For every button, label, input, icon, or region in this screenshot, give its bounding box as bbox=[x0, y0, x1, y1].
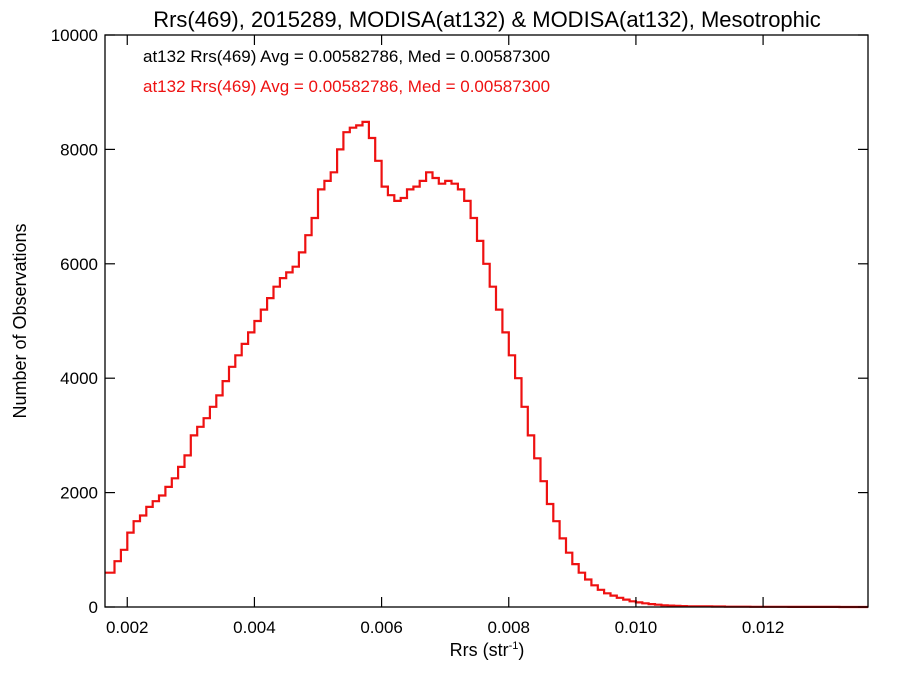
y-tick-label: 2000 bbox=[60, 484, 98, 503]
x-axis-label-superscript: -1 bbox=[509, 640, 519, 652]
x-tick-label: 0.002 bbox=[106, 618, 149, 637]
legend-line-1: at132 Rrs(469) Avg = 0.00582786, Med = 0… bbox=[143, 47, 550, 66]
y-tick-label: 8000 bbox=[60, 140, 98, 159]
x-tick-label: 0.008 bbox=[487, 618, 530, 637]
plot-area bbox=[105, 120, 868, 609]
x-axis-label-close: ) bbox=[518, 640, 524, 660]
x-tick-label: 0.006 bbox=[360, 618, 403, 637]
chart-title: Rrs(469), 2015289, MODISA(at132) & MODIS… bbox=[153, 7, 821, 32]
y-tick-label: 4000 bbox=[60, 369, 98, 388]
y-axis-label: Number of Observations bbox=[10, 223, 30, 418]
x-axis-label: Rrs (str-1) bbox=[450, 640, 525, 660]
y-axis: 0 2000 4000 6000 8000 10000 bbox=[51, 26, 868, 617]
plot-frame bbox=[104, 34, 869, 608]
x-tick-label: 0.012 bbox=[742, 618, 785, 637]
y-tick-label: 0 bbox=[89, 598, 98, 617]
y-tick-label: 6000 bbox=[60, 255, 98, 274]
histogram-series-line bbox=[105, 120, 868, 609]
x-tick-label: 0.004 bbox=[233, 618, 276, 637]
y-tick-label: 10000 bbox=[51, 26, 98, 45]
legend-line-2: at132 Rrs(469) Avg = 0.00582786, Med = 0… bbox=[143, 77, 550, 96]
x-axis: 0.002 0.004 0.006 0.008 0.010 0.012 bbox=[106, 35, 784, 637]
x-tick-label: 0.010 bbox=[615, 618, 658, 637]
x-axis-label-main: Rrs (str bbox=[450, 640, 509, 660]
